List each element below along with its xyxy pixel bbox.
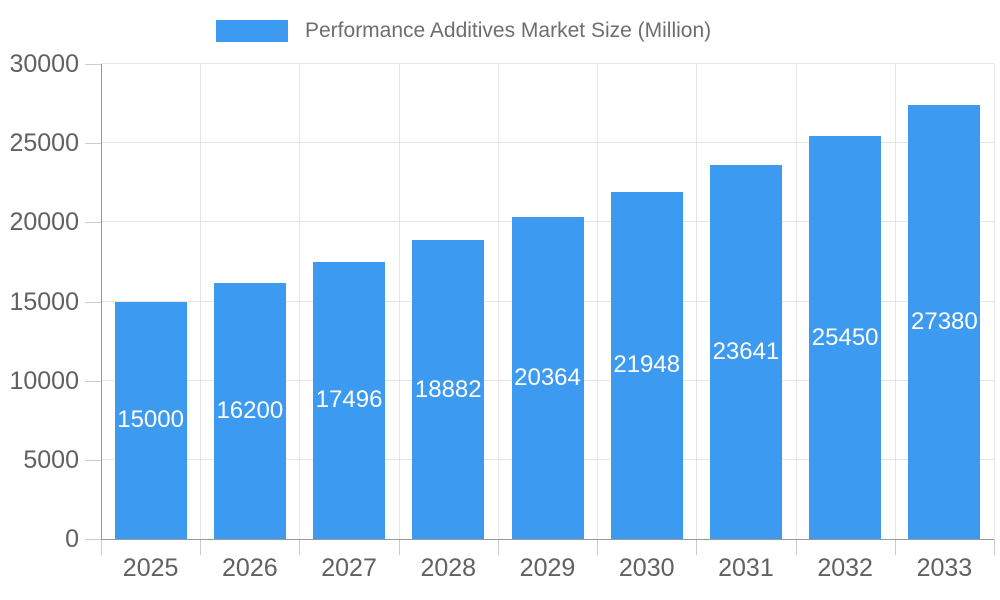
x-tick-8 xyxy=(894,539,896,555)
x-gridline-5 xyxy=(597,64,599,539)
x-tick-1 xyxy=(200,539,202,555)
y-tick-label-10000: 10000 xyxy=(9,366,79,395)
y-tick-20000 xyxy=(85,222,101,224)
legend[interactable]: Performance Additives Market Size (Milli… xyxy=(216,19,711,43)
x-tick-7 xyxy=(795,539,797,555)
bar-value-label-2026: 16200 xyxy=(216,396,284,424)
bar-2031[interactable]: 23641 xyxy=(709,164,782,539)
bar-2028[interactable]: 18882 xyxy=(412,240,485,539)
bar-2030[interactable]: 21948 xyxy=(610,191,683,539)
x-tick-label-2027: 2027 xyxy=(321,554,377,582)
legend-swatch-icon xyxy=(216,20,288,42)
x-gridline-1 xyxy=(200,64,202,539)
y-axis-line xyxy=(101,64,102,539)
x-tick-5 xyxy=(597,539,599,555)
y-tick-label-0: 0 xyxy=(65,525,79,553)
legend-label: Performance Additives Market Size (Milli… xyxy=(305,19,712,42)
x-gridline-3 xyxy=(398,64,400,539)
y-tick-0 xyxy=(85,539,101,540)
x-tick-label-2030: 2030 xyxy=(618,554,675,582)
y-tick-label-30000: 30000 xyxy=(9,50,79,78)
bar-value-label-2029: 20364 xyxy=(514,363,581,391)
y-tick-label-20000: 20000 xyxy=(9,208,79,237)
x-gridline-2 xyxy=(299,64,301,539)
y-tick-10000 xyxy=(85,380,101,382)
x-gridline-8 xyxy=(894,64,896,539)
x-axis-line xyxy=(101,539,994,540)
y-tick-label-5000: 5000 xyxy=(23,445,79,474)
x-gridline-9 xyxy=(994,64,995,539)
bar-value-label-2027: 17496 xyxy=(315,386,383,414)
x-tick-label-2026: 2026 xyxy=(222,554,278,582)
bar-2025[interactable]: 15000 xyxy=(114,301,187,539)
x-tick-label-2025: 2025 xyxy=(122,554,179,582)
bar-value-label-2025: 15000 xyxy=(117,406,184,434)
x-tick-2 xyxy=(299,539,301,555)
bar-2027[interactable]: 17496 xyxy=(313,261,386,539)
bar-value-label-2032: 25450 xyxy=(811,323,879,351)
bar-2026[interactable]: 16200 xyxy=(213,282,286,539)
x-tick-label-2031: 2031 xyxy=(718,554,774,582)
y-tick-label-15000: 15000 xyxy=(9,287,79,316)
bar-value-label-2028: 18882 xyxy=(414,375,482,403)
x-gridline-4 xyxy=(497,64,499,539)
x-tick-label-2033: 2033 xyxy=(916,554,973,582)
y-tick-5000 xyxy=(85,459,101,461)
y-tick-15000 xyxy=(85,301,101,303)
x-tick-6 xyxy=(696,539,698,555)
bar-value-label-2033: 27380 xyxy=(911,308,978,336)
x-gridline-6 xyxy=(696,64,698,539)
plot-area: 15000 16200 17496 18882 20364 21948 23641 25450… xyxy=(101,63,995,539)
y-tick-30000 xyxy=(85,64,101,65)
bar-2032[interactable]: 25450 xyxy=(809,136,882,539)
x-tick-3 xyxy=(398,539,400,555)
x-tick-label-2032: 2032 xyxy=(817,554,873,582)
bar-value-label-2030: 21948 xyxy=(613,351,681,379)
y-tick-label-25000: 25000 xyxy=(9,129,79,158)
x-tick-label-2028: 2028 xyxy=(420,554,477,582)
y-gridline-30000 xyxy=(101,63,994,64)
x-gridline-7 xyxy=(795,64,797,539)
bar-value-label-2031: 23641 xyxy=(712,337,780,365)
y-gridline-25000 xyxy=(101,142,994,144)
bar-2033[interactable]: 27380 xyxy=(908,105,981,539)
x-tick-4 xyxy=(497,539,499,555)
x-tick-label-2029: 2029 xyxy=(519,554,576,582)
x-tick-9 xyxy=(994,539,995,555)
y-tick-25000 xyxy=(85,143,101,145)
x-tick-0 xyxy=(101,539,102,555)
bar-2029[interactable]: 20364 xyxy=(511,216,584,539)
